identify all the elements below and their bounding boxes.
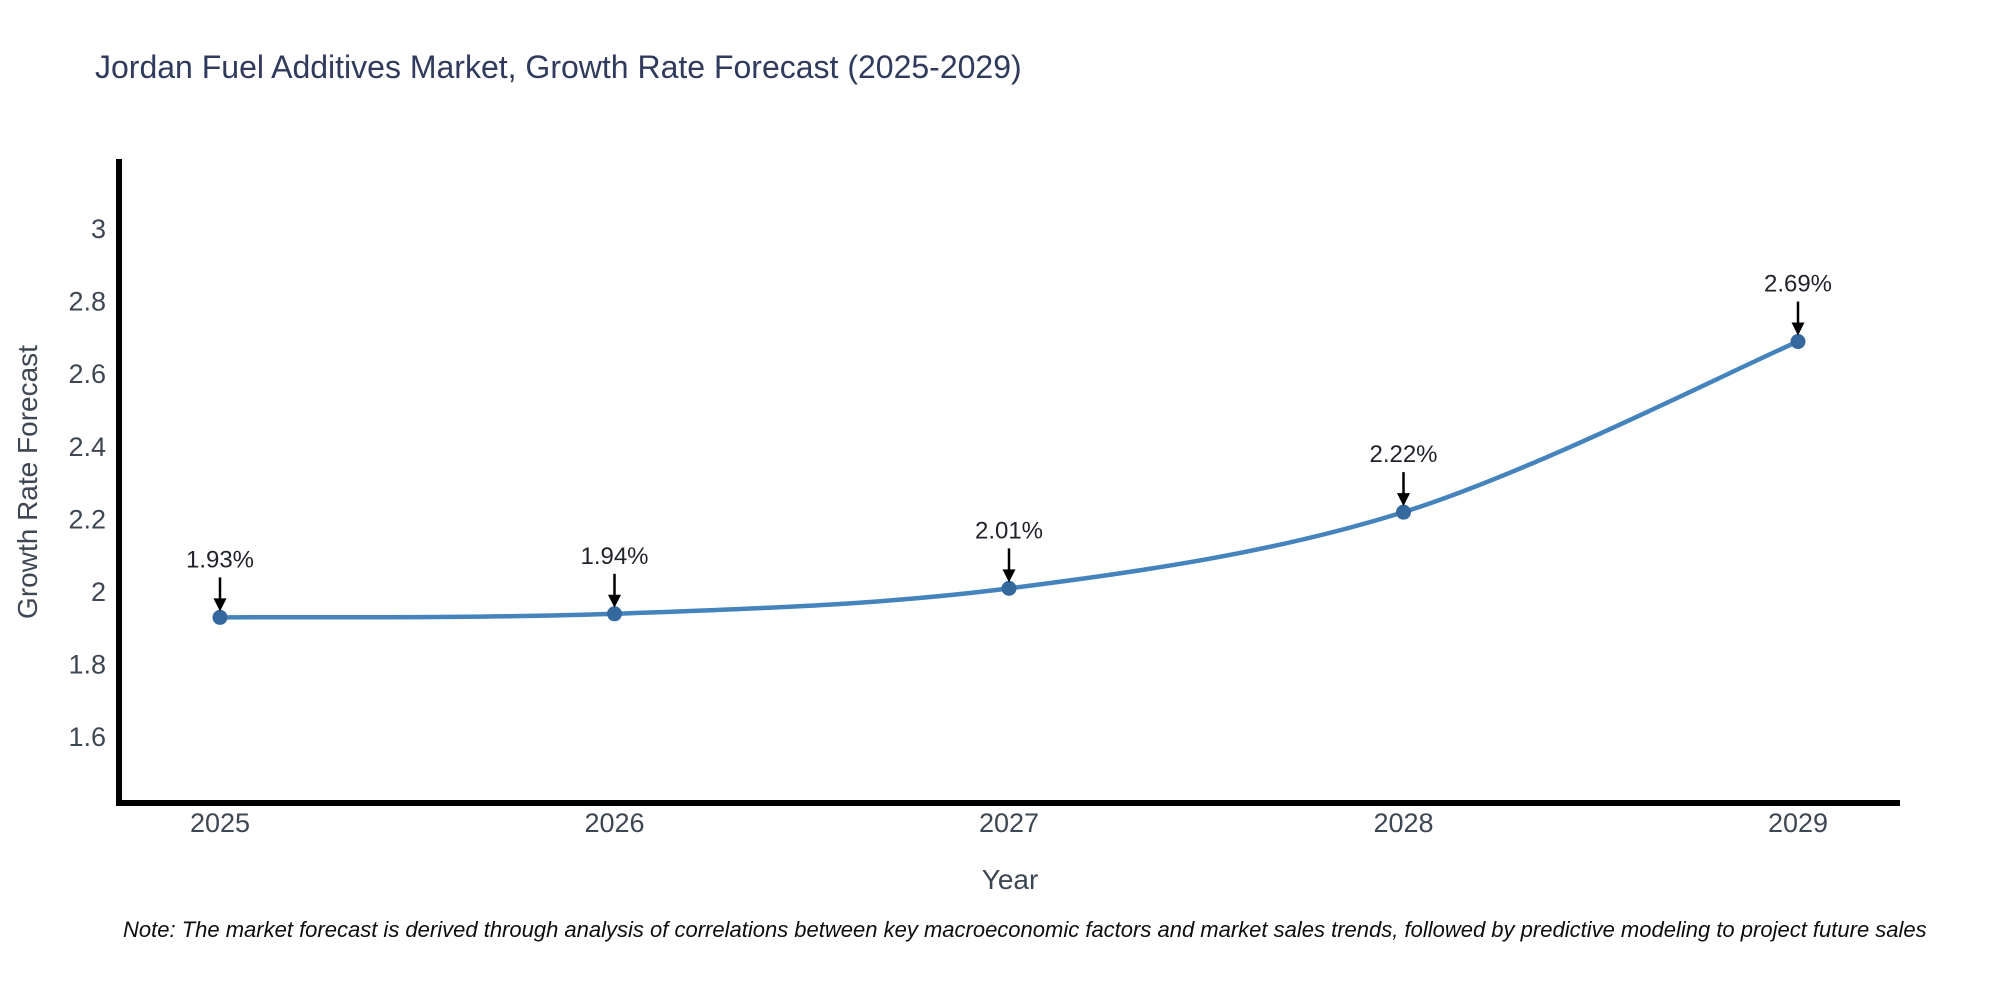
y-tick-label: 1.8 [68, 650, 106, 680]
annotation-arrowhead [1397, 493, 1410, 507]
annotation-arrowhead [1791, 322, 1805, 336]
y-tick-label: 3 [91, 214, 106, 244]
x-tick-label: 2028 [1373, 808, 1433, 838]
data-point-label: 2.01% [975, 517, 1043, 544]
data-point-label: 2.22% [1369, 441, 1437, 468]
chart-title: Jordan Fuel Additives Market, Growth Rat… [95, 49, 1022, 85]
y-axis-spine [116, 159, 122, 806]
footnote: Note: The market forecast is derived thr… [123, 917, 1927, 942]
y-tick-label: 2.6 [68, 359, 106, 389]
annotation-arrowhead [608, 594, 621, 608]
y-tick-label: 2.2 [68, 504, 106, 534]
data-point-marker [607, 606, 622, 622]
x-tick-label: 2026 [584, 808, 644, 838]
data-point-marker [1396, 504, 1411, 520]
y-tick-label: 1.6 [68, 722, 106, 752]
x-tick-label: 2029 [1768, 808, 1828, 838]
data-point-marker [1001, 580, 1017, 596]
x-tick-label: 2025 [190, 808, 250, 838]
y-tick-label: 2 [91, 577, 106, 607]
data-point-label: 1.94% [580, 543, 648, 570]
y-tick-label: 2.8 [68, 287, 106, 317]
x-axis-title: Year [981, 864, 1039, 895]
annotation-arrowhead [1002, 569, 1016, 583]
annotation-arrowhead [213, 598, 227, 612]
y-tick-label: 2.4 [68, 432, 106, 462]
data-point-marker [212, 609, 228, 625]
x-tick-label: 2027 [979, 808, 1039, 838]
data-point-marker [1790, 334, 1806, 350]
x-axis-spine [116, 800, 1900, 806]
data-point-label: 1.93% [186, 546, 254, 573]
data-point-label: 2.69% [1764, 271, 1832, 298]
